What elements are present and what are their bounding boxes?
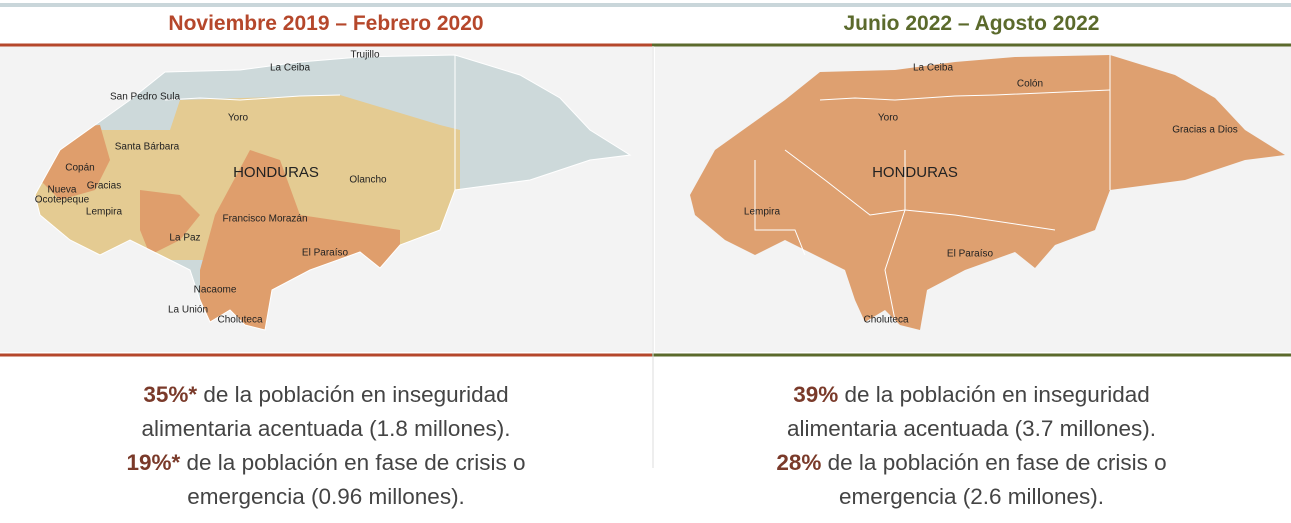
map-label: Choluteca xyxy=(863,315,908,326)
summary-right: 39% de la población en inseguridad alimen… xyxy=(652,378,1291,514)
summary-line: 19%* de la población en fase de crisis o xyxy=(0,446,652,480)
map-label: Yoro xyxy=(228,113,249,124)
map-label: HONDURAS xyxy=(233,164,319,181)
summary-line: 35%* de la población en inseguridad xyxy=(0,378,652,412)
map-label: La Ceiba xyxy=(270,63,310,74)
panel-title: Noviembre 2019 – Febrero 2020 xyxy=(168,12,484,35)
map-label: Yoro xyxy=(878,113,899,124)
summary-text: de la población en fase de crisis o xyxy=(180,450,526,475)
summary-left: 35%* de la población en inseguridad alime… xyxy=(0,378,652,514)
top-bar xyxy=(0,3,1291,7)
map-label: Choluteca xyxy=(217,315,262,326)
map-label: Nueva xyxy=(48,185,77,196)
summary-text: de la población en inseguridad xyxy=(197,382,509,407)
map-label: Nacaome xyxy=(194,285,237,296)
summary-text: de la población en fase de crisis o xyxy=(821,450,1167,475)
map-label: Gracias a Dios xyxy=(1172,125,1238,136)
summary-line: 28% de la población en fase de crisis o xyxy=(652,446,1291,480)
summary-line: 39% de la población en inseguridad xyxy=(652,378,1291,412)
map-label: La Paz xyxy=(169,233,200,244)
summary-text: de la población en inseguridad xyxy=(838,382,1150,407)
map-label: Copán xyxy=(65,163,94,174)
map-right xyxy=(690,55,1285,330)
panel-title: Junio 2022 – Agosto 2022 xyxy=(843,12,1100,35)
summary-figure: 19%* xyxy=(126,450,181,475)
summary-line: alimentaria acentuada (1.8 millones). xyxy=(141,416,511,441)
map-label: Lempira xyxy=(744,207,781,218)
summary-line: emergencia (0.96 millones). xyxy=(187,484,465,509)
map-label: San Pedro Sula xyxy=(110,92,180,103)
summary-figure: 39% xyxy=(793,382,839,407)
summary-figure: 35%* xyxy=(143,382,198,407)
map-label: Trujillo xyxy=(350,50,380,61)
map-label: Ocotepeque xyxy=(35,195,90,206)
map-label: Santa Bárbara xyxy=(115,142,180,153)
map-label: La Ceiba xyxy=(913,63,953,74)
map-label: El Paraíso xyxy=(302,248,349,259)
map-label: Olancho xyxy=(349,175,387,186)
map-label: Colón xyxy=(1017,79,1043,90)
summary-line: emergencia (2.6 millones). xyxy=(838,484,1105,509)
map-label: La Unión xyxy=(168,305,208,316)
map-label: Lempira xyxy=(86,207,123,218)
summary-line: alimentaria acentuada (3.7 millones). xyxy=(787,416,1156,441)
map-label: Francisco Morazán xyxy=(222,214,307,225)
summary-figure: 28% xyxy=(776,450,822,475)
map-label: Gracias xyxy=(87,181,121,192)
map-label: El Paraíso xyxy=(947,249,994,260)
map-label: HONDURAS xyxy=(872,164,958,181)
